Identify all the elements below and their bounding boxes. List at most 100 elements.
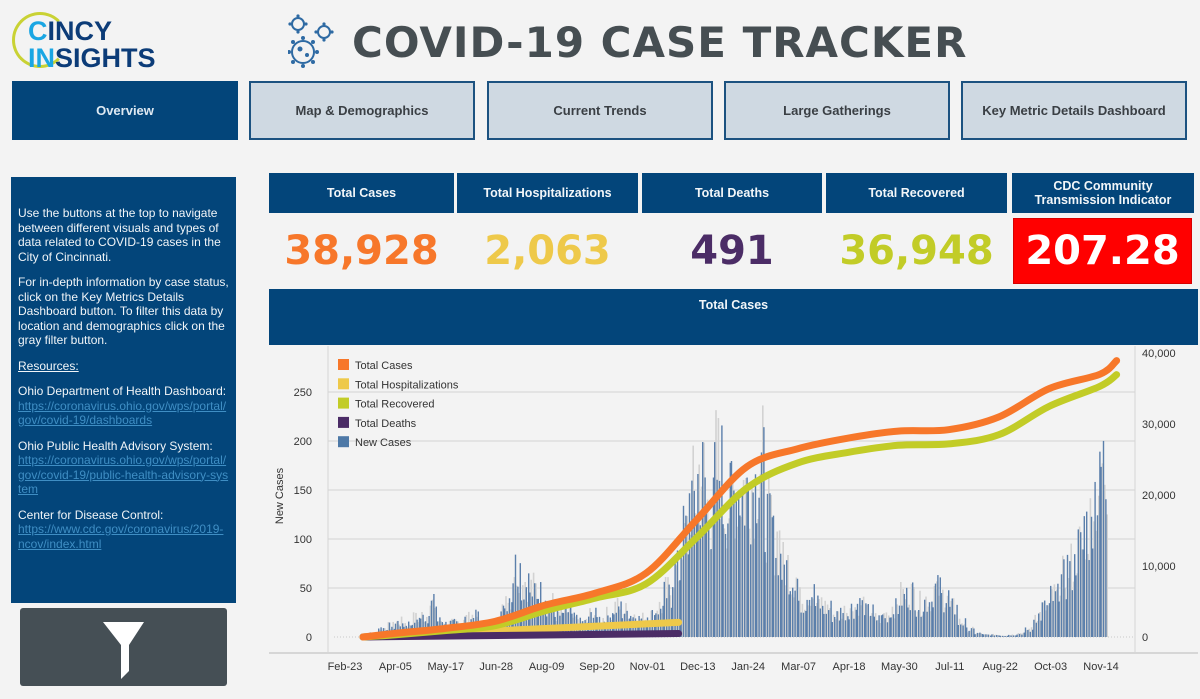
bar-new-cases (948, 590, 950, 637)
bar-new-cases-7day (1076, 573, 1078, 637)
resources-heading: Resources: (18, 358, 79, 373)
bar-new-cases (1083, 516, 1085, 637)
bar-new-cases-7day (944, 607, 946, 637)
bar-new-cases-7day (986, 634, 988, 637)
bar-new-cases (956, 604, 958, 637)
legend-swatch (338, 378, 349, 390)
bar-new-cases (756, 523, 758, 637)
bar-new-cases-7day (896, 604, 898, 637)
bar-new-cases-7day (1011, 634, 1014, 637)
bar-new-cases (976, 632, 979, 637)
bar-new-cases-7day (868, 616, 871, 637)
y-tick-label-right: 30,000 (1142, 419, 1176, 431)
bar-new-cases-7day (841, 618, 843, 637)
filter-button[interactable] (20, 608, 227, 686)
bar-new-cases (570, 606, 572, 637)
chart-svg: 0 50 100 150 200 250 0 10,000 20,000 30,000 40,000… (269, 346, 1198, 673)
bar-new-cases (1016, 634, 1018, 637)
resource-link-cdc[interactable]: https://www.cdc.gov/coronavirus/2019-nco… (18, 522, 224, 551)
bar-new-cases (1071, 590, 1073, 637)
bar-new-cases-7day (711, 521, 714, 637)
bar-new-cases-7day (1095, 530, 1098, 637)
nav-overview[interactable]: Overview (12, 81, 238, 140)
bar-new-cases-7day (829, 608, 831, 637)
logo-line-1: CINCY (28, 16, 113, 46)
kpi-value-total-recovered: 36,948 (839, 228, 994, 274)
bar-new-cases (604, 623, 607, 637)
bar-new-cases (693, 490, 695, 637)
bar-new-cases (676, 550, 679, 637)
bar-new-cases (864, 615, 866, 637)
kpi-value-total-cases: 38,928 (284, 228, 439, 274)
bar-new-cases (1046, 605, 1048, 637)
bar-new-cases (595, 607, 597, 637)
bar-new-cases (754, 474, 757, 637)
bar-new-cases (1006, 635, 1009, 637)
x-tick-label: Feb-23 (328, 661, 363, 673)
bar-new-cases (772, 515, 775, 637)
bar-new-cases (603, 621, 605, 637)
bar-new-cases-7day (686, 516, 688, 637)
bar-new-cases (763, 427, 765, 637)
bar-new-cases-7day (925, 596, 927, 637)
bar-new-cases-7day (969, 630, 972, 637)
bar-new-cases (987, 634, 989, 637)
nav-current-trends[interactable]: Current Trends (487, 81, 713, 140)
bar-new-cases (777, 575, 779, 637)
line-total-recovered (359, 371, 1121, 641)
bar-new-cases-7day (784, 585, 787, 637)
bar-new-cases-7day (1039, 611, 1041, 637)
sidebar-details: For in-depth information by case status,… (18, 275, 229, 347)
bar-new-cases (724, 533, 727, 637)
resource-link-ophas[interactable]: https://coronavirus.ohio.gov/wps/portal/… (18, 453, 229, 496)
bar-new-cases (974, 634, 976, 637)
resource-link-odh-dashboard[interactable]: https://coronavirus.ohio.gov/wps/portal/… (18, 398, 227, 428)
bar-new-cases (962, 625, 964, 637)
bar-new-cases-7day (1005, 635, 1008, 637)
bar-new-cases-7day (564, 601, 566, 637)
logo-ring (12, 12, 68, 68)
bar-new-cases (430, 600, 433, 637)
bar-new-cases-7day (715, 410, 717, 637)
bar-new-cases-7day (415, 612, 417, 637)
bar-new-cases (872, 604, 874, 637)
bar-new-cases-7day (846, 612, 848, 637)
bar-new-cases (645, 622, 647, 637)
bar-new-cases (960, 624, 962, 637)
bar-new-cases-7day (709, 549, 711, 637)
bar-new-cases-7day (879, 623, 882, 637)
bar-new-cases (710, 549, 712, 637)
bar-new-cases (819, 608, 821, 637)
bar-new-cases (697, 473, 699, 637)
bar-new-cases-7day (787, 554, 789, 637)
bar-new-cases (536, 598, 538, 637)
bar-new-cases (985, 634, 987, 637)
bar-new-cases-7day (728, 518, 730, 637)
bar-new-cases-7day (1056, 589, 1058, 637)
bar-new-cases (514, 554, 517, 637)
bar-new-cases (758, 497, 760, 637)
nav-large-gatherings[interactable]: Large Gatherings (724, 81, 950, 140)
x-tick-label: Apr-18 (832, 661, 865, 673)
bar-new-cases (949, 606, 951, 637)
bar-new-cases-7day (818, 599, 820, 637)
bar-new-cases (556, 609, 559, 637)
kpi-value-total-hospitalizations: 2,063 (484, 228, 611, 274)
nav-key-metric-details[interactable]: Key Metric Details Dashboard (961, 81, 1187, 140)
bar-new-cases-7day (1009, 635, 1011, 637)
bar-new-cases-7day (774, 575, 776, 637)
bar-new-cases-7day (412, 612, 415, 637)
nav-map-demographics[interactable]: Map & Demographics (249, 81, 475, 140)
bar-new-cases (796, 578, 799, 637)
bar-new-cases (1082, 549, 1084, 637)
bar-new-cases-7day (904, 599, 907, 637)
bar-new-cases (739, 515, 741, 637)
bar-new-cases-7day (768, 472, 770, 637)
y-tick-label-right: 40,000 (1142, 348, 1176, 360)
bar-new-cases-7day (1028, 628, 1030, 637)
bar-new-cases (1058, 601, 1060, 637)
bar-new-cases-7day (606, 606, 608, 637)
bar-new-cases (771, 517, 773, 637)
bar-new-cases (512, 583, 514, 637)
bar-new-cases-7day (816, 603, 818, 637)
